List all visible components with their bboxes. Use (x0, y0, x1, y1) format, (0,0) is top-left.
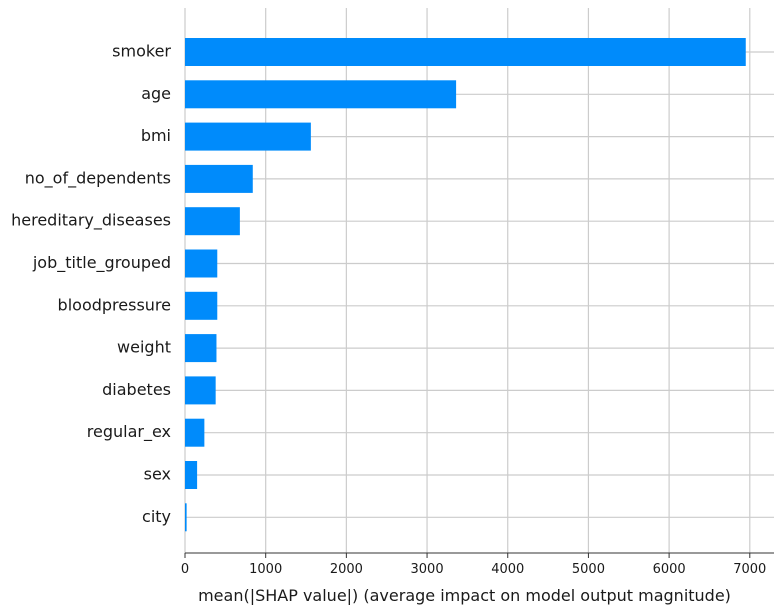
bar-diabetes (185, 376, 216, 405)
axis-layer: 0 1000 2000 3000 4000 5000 6000 7000 (181, 552, 774, 577)
bar-sex (185, 461, 198, 489)
x-tick-label: 0 (181, 562, 189, 577)
x-axis-title: mean(|SHAP value|) (average impact on mo… (198, 586, 731, 605)
feature-label: sex (144, 465, 171, 484)
feature-label: age (141, 84, 171, 103)
x-tick-label: 6000 (653, 562, 686, 577)
feature-label: weight (117, 338, 171, 357)
bar-city (185, 503, 187, 532)
feature-label: bmi (141, 126, 171, 145)
x-tick-label: 1000 (249, 562, 282, 577)
x-tick-label: 2000 (330, 562, 363, 577)
bar-no-of-dependents (185, 164, 253, 193)
feature-label: hereditary_diseases (11, 211, 171, 231)
feature-label: smoker (112, 42, 171, 61)
feature-label: bloodpressure (58, 295, 171, 314)
feature-label: no_of_dependents (25, 168, 171, 188)
x-tick-label: 5000 (572, 562, 605, 577)
bar-bloodpressure (185, 291, 218, 320)
label-layer: smoker age bmi no_of_dependents hereditary_d… (11, 42, 171, 526)
bar-smoker (185, 38, 746, 66)
bar-bmi (185, 122, 311, 151)
bar-hereditary-diseases (185, 207, 240, 236)
bar-regular-ex (185, 418, 205, 447)
bar-layer (185, 38, 746, 532)
x-tick-label: 7000 (733, 562, 766, 577)
feature-label: city (142, 507, 171, 526)
feature-label: regular_ex (87, 422, 171, 442)
bar-age (185, 80, 457, 109)
x-tick-label: 3000 (411, 562, 444, 577)
feature-label: diabetes (102, 380, 171, 399)
grid-layer (184, 8, 774, 553)
feature-label: job_title_grouped (32, 253, 171, 273)
bar-job-title-grouped (185, 249, 218, 278)
x-tick-label: 4000 (491, 562, 524, 577)
bar-weight (185, 334, 217, 363)
